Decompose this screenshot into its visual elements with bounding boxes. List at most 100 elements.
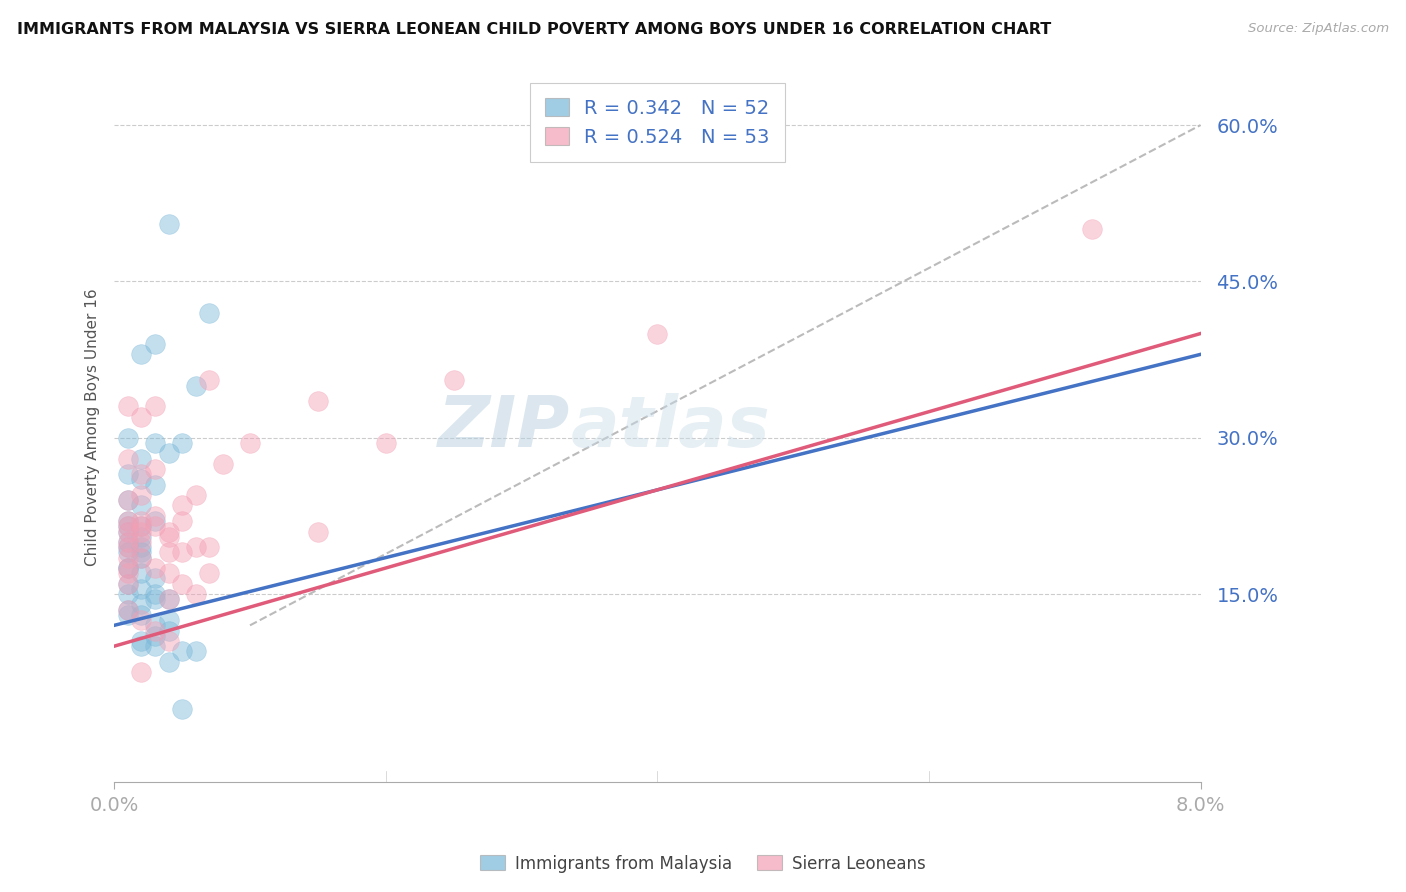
Point [117, 519, 139, 533]
Point [131, 530, 153, 544]
Point [131, 514, 153, 528]
Point [198, 540, 221, 554]
Point [143, 477, 166, 491]
Point [157, 524, 180, 539]
Point [131, 540, 153, 554]
Point [117, 566, 139, 581]
Point [172, 702, 194, 716]
Point [172, 514, 194, 528]
Point [143, 337, 166, 351]
Point [117, 561, 139, 575]
Point [117, 524, 139, 539]
Point [143, 436, 166, 450]
Point [117, 576, 139, 591]
Point [307, 524, 329, 539]
Point [131, 566, 153, 581]
Point [143, 462, 166, 476]
Point [131, 598, 153, 612]
Point [143, 514, 166, 528]
Point [157, 655, 180, 669]
Point [117, 540, 139, 554]
Point [157, 624, 180, 638]
Point [374, 436, 396, 450]
Point [184, 488, 207, 502]
Point [117, 535, 139, 549]
Point [184, 644, 207, 658]
Text: ZIP: ZIP [439, 392, 571, 462]
Point [131, 550, 153, 565]
Text: atlas: atlas [571, 392, 770, 462]
Point [117, 514, 139, 528]
Point [143, 618, 166, 632]
Point [131, 347, 153, 361]
Point [172, 499, 194, 513]
Point [117, 514, 139, 528]
Point [117, 550, 139, 565]
Point [131, 550, 153, 565]
Point [172, 576, 194, 591]
Point [143, 519, 166, 533]
Point [172, 545, 194, 559]
Point [117, 431, 139, 445]
Point [117, 561, 139, 575]
Point [143, 624, 166, 638]
Point [117, 493, 139, 508]
Point [157, 634, 180, 648]
Point [1081, 222, 1104, 236]
Point [198, 306, 221, 320]
Point [143, 508, 166, 523]
Point [131, 613, 153, 627]
Point [117, 467, 139, 482]
Point [117, 545, 139, 559]
Point [117, 524, 139, 539]
Legend: R = 0.342   N = 52, R = 0.524   N = 53: R = 0.342 N = 52, R = 0.524 N = 53 [530, 83, 785, 162]
Point [239, 436, 262, 450]
Point [157, 530, 180, 544]
Point [131, 545, 153, 559]
Point [184, 587, 207, 601]
Point [157, 613, 180, 627]
Point [143, 400, 166, 414]
Point [131, 634, 153, 648]
Point [143, 629, 166, 643]
Point [117, 400, 139, 414]
Point [117, 607, 139, 622]
Point [172, 644, 194, 658]
Point [131, 524, 153, 539]
Point [131, 519, 153, 533]
Point [131, 607, 153, 622]
Point [184, 378, 207, 392]
Point [143, 592, 166, 607]
Point [131, 665, 153, 680]
Point [184, 540, 207, 554]
Point [198, 566, 221, 581]
Point [307, 394, 329, 409]
Point [117, 540, 139, 554]
Point [211, 457, 233, 471]
Point [647, 326, 669, 341]
Point [117, 603, 139, 617]
Point [131, 451, 153, 466]
Point [157, 446, 180, 460]
Point [117, 603, 139, 617]
Point [157, 592, 180, 607]
Point [143, 571, 166, 585]
Point [131, 409, 153, 424]
Point [198, 373, 221, 387]
Point [117, 587, 139, 601]
Text: Source: ZipAtlas.com: Source: ZipAtlas.com [1249, 22, 1389, 36]
Point [131, 519, 153, 533]
Point [143, 561, 166, 575]
Point [131, 472, 153, 486]
Point [117, 561, 139, 575]
Point [131, 535, 153, 549]
Point [443, 373, 465, 387]
Point [157, 592, 180, 607]
Point [143, 587, 166, 601]
Point [157, 545, 180, 559]
Point [172, 436, 194, 450]
Point [157, 566, 180, 581]
Point [117, 493, 139, 508]
Legend: Immigrants from Malaysia, Sierra Leoneans: Immigrants from Malaysia, Sierra Leonean… [474, 848, 932, 880]
Point [117, 535, 139, 549]
